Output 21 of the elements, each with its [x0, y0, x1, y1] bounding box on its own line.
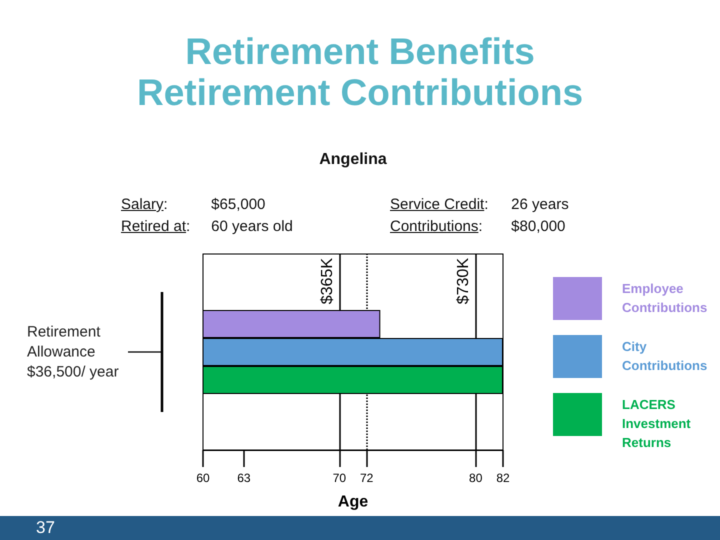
text: Retired at: 60 years old [121, 218, 293, 235]
ref-line-label: $365K [318, 258, 336, 304]
x-axis-title: Age [338, 494, 368, 510]
x-tick-label: 70 [332, 471, 346, 485]
chart-title: Retirement Benefits [185, 31, 535, 72]
text: Contributions: $80,000 [390, 218, 566, 235]
text: Service Credit: 26 years [390, 196, 569, 213]
text: 37 [36, 518, 55, 538]
text: Angelina [319, 151, 387, 169]
text: LACERS Investment Returns [622, 396, 692, 452]
x-tick-label: 63 [237, 471, 251, 485]
y-tick-label: Retirement Allowance $36,500/ year [27, 324, 119, 380]
chart-subtitle: Retirement Contributions [136, 72, 584, 113]
text: Salary: $65,000 [121, 196, 266, 213]
text: Employee Contributions [622, 280, 708, 317]
x-tick-label: 80 [469, 471, 483, 485]
x-tick-label: 72 [360, 471, 374, 485]
x-tick-label: 60 [196, 471, 210, 485]
text: City Contributions [622, 338, 708, 375]
ref-line-label: $730K [455, 258, 472, 304]
x-tick-label: 82 [496, 471, 510, 485]
